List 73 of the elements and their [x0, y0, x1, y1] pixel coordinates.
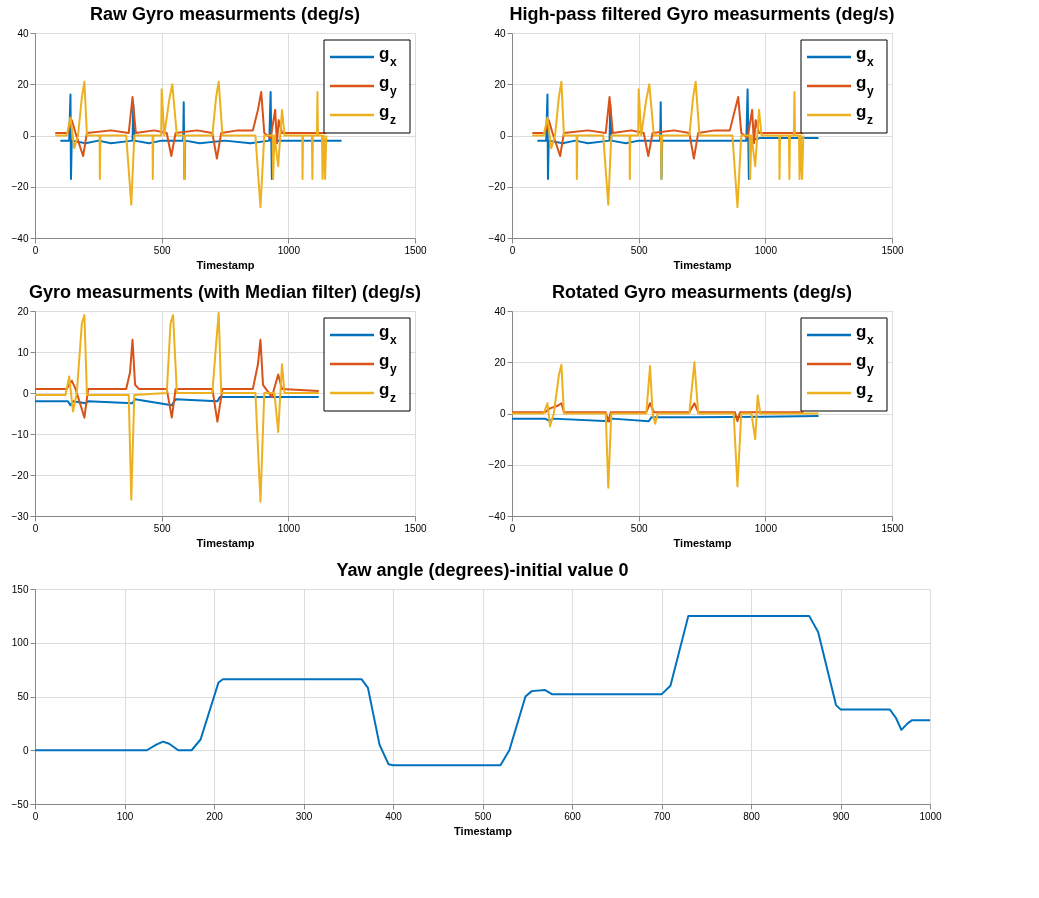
y-tick-label: 40 — [494, 27, 506, 39]
y-tick-label: −10 — [11, 428, 29, 440]
chart-title: High-pass filtered Gyro measurments (deg/s) — [509, 4, 895, 24]
x-tick-label: 200 — [206, 810, 224, 822]
x-axis-title: Timestamp — [196, 258, 255, 271]
x-tick-label: 1500 — [881, 244, 905, 256]
y-tick-label: 20 — [17, 305, 29, 317]
line-series — [34, 396, 320, 407]
x-tick-label: 600 — [564, 810, 582, 822]
x-tick-label: 1000 — [754, 522, 778, 534]
x-axis-title: Timestamp — [673, 536, 732, 549]
x-tick-label: 1000 — [277, 244, 301, 256]
x-tick-label: 1500 — [404, 522, 428, 534]
x-tick-label: 1500 — [881, 522, 905, 534]
x-tick-label: 0 — [509, 522, 516, 534]
y-tick-label: 20 — [494, 78, 506, 90]
y-tick-label: 150 — [11, 583, 29, 595]
chart-title: Rotated Gyro measurments (deg/s) — [551, 282, 853, 302]
x-tick-label: 100 — [116, 810, 134, 822]
line-series — [54, 80, 328, 209]
chart-title: Raw Gyro measurments (deg/s) — [89, 4, 361, 24]
x-tick-label: 900 — [832, 810, 850, 822]
chart-title: Gyro measurments (with Median filter) (deg/s) — [28, 282, 422, 302]
x-tick-label: 400 — [385, 810, 403, 822]
y-tick-label: −20 — [11, 469, 29, 481]
x-tick-label: 0 — [509, 244, 516, 256]
y-tick-label: 0 — [499, 130, 506, 141]
line-series — [34, 338, 320, 423]
y-tick-label: 40 — [494, 305, 506, 317]
x-tick-label: 1000 — [754, 244, 778, 256]
y-tick-label: 100 — [11, 637, 29, 649]
x-tick-label: 500 — [474, 810, 492, 822]
x-axis-title: Timestamp — [196, 536, 255, 549]
x-tick-label: 700 — [653, 810, 671, 822]
x-tick-label: 0 — [32, 522, 39, 534]
y-tick-label: 20 — [494, 356, 506, 368]
line-series — [511, 402, 805, 423]
line-series — [34, 312, 320, 503]
chart-title: Yaw angle (degrees)-initial value 0 — [336, 560, 629, 580]
y-tick-label: 0 — [22, 387, 29, 399]
x-tick-label: 500 — [153, 522, 171, 534]
y-tick-label: 20 — [17, 78, 29, 90]
x-tick-label: 500 — [630, 522, 648, 534]
y-tick-label: −20 — [488, 459, 506, 471]
x-axis-title: Timestamp — [673, 258, 732, 271]
line-series — [531, 80, 805, 209]
y-tick-label: 0 — [22, 130, 29, 141]
x-tick-label: 1000 — [919, 810, 943, 822]
x-tick-label: 1500 — [404, 244, 428, 256]
y-tick-label: −40 — [488, 232, 506, 244]
line-series — [34, 614, 931, 767]
x-tick-label: 300 — [295, 810, 313, 822]
y-tick-label: −40 — [488, 510, 506, 522]
y-tick-label: 0 — [22, 744, 29, 756]
line-series — [511, 361, 820, 489]
x-tick-label: 500 — [153, 244, 171, 256]
y-tick-label: −30 — [11, 510, 29, 522]
y-tick-label: 10 — [17, 346, 29, 358]
y-tick-label: 50 — [17, 691, 29, 702]
y-tick-label: −50 — [11, 798, 29, 810]
x-tick-label: 1000 — [277, 522, 301, 534]
x-axis-title: Timestamp — [454, 824, 513, 837]
x-tick-label: 0 — [32, 244, 39, 256]
y-tick-label: −20 — [11, 181, 29, 193]
line-series — [59, 90, 343, 181]
y-tick-label: −40 — [11, 232, 29, 244]
x-tick-label: 500 — [630, 244, 648, 256]
line-series — [536, 88, 820, 181]
x-tick-label: 800 — [743, 810, 761, 822]
y-tick-label: 0 — [499, 408, 506, 419]
y-tick-label: 40 — [17, 27, 29, 39]
y-tick-label: −20 — [488, 181, 506, 193]
x-tick-label: 0 — [32, 810, 39, 822]
